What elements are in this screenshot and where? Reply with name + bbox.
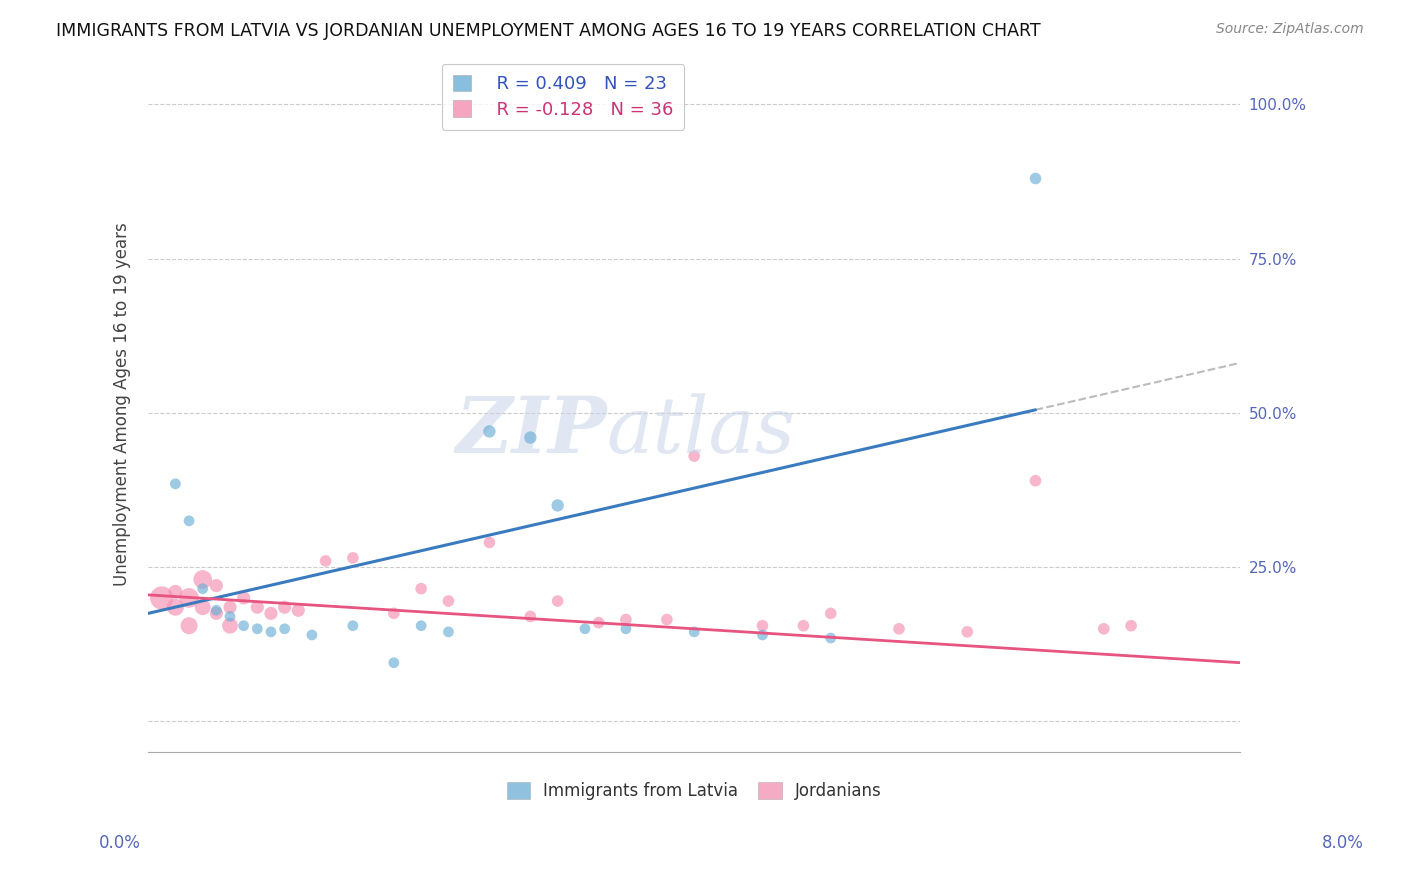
Point xyxy=(165,476,187,491)
Point xyxy=(588,615,610,630)
Point xyxy=(232,591,254,605)
Point xyxy=(165,600,187,615)
Point xyxy=(437,624,460,639)
Point xyxy=(519,431,541,445)
Point xyxy=(219,609,242,624)
Legend: Immigrants from Latvia, Jordanians: Immigrants from Latvia, Jordanians xyxy=(501,775,889,806)
Point xyxy=(956,624,979,639)
Point xyxy=(411,618,433,632)
Point xyxy=(150,591,173,605)
Point xyxy=(751,618,773,632)
Point xyxy=(614,622,637,636)
Point xyxy=(751,628,773,642)
Point xyxy=(165,584,187,599)
Point xyxy=(205,579,228,593)
Point xyxy=(887,622,910,636)
Point xyxy=(315,554,337,568)
Point xyxy=(683,624,706,639)
Text: IMMIGRANTS FROM LATVIA VS JORDANIAN UNEMPLOYMENT AMONG AGES 16 TO 19 YEARS CORRE: IMMIGRANTS FROM LATVIA VS JORDANIAN UNEM… xyxy=(56,22,1040,40)
Point xyxy=(260,607,283,621)
Point xyxy=(273,622,295,636)
Point xyxy=(246,600,269,615)
Point xyxy=(519,609,541,624)
Point xyxy=(655,613,678,627)
Text: Source: ZipAtlas.com: Source: ZipAtlas.com xyxy=(1216,22,1364,37)
Point xyxy=(382,607,405,621)
Point xyxy=(342,618,364,632)
Point xyxy=(478,425,501,439)
Point xyxy=(287,603,309,617)
Point xyxy=(205,607,228,621)
Text: 8.0%: 8.0% xyxy=(1322,834,1364,852)
Point xyxy=(820,631,842,645)
Point xyxy=(574,622,596,636)
Point xyxy=(191,600,214,615)
Text: ZIP: ZIP xyxy=(456,393,607,470)
Point xyxy=(301,628,323,642)
Point xyxy=(177,591,200,605)
Y-axis label: Unemployment Among Ages 16 to 19 years: Unemployment Among Ages 16 to 19 years xyxy=(114,222,131,585)
Point xyxy=(205,603,228,617)
Point xyxy=(177,514,200,528)
Point xyxy=(219,600,242,615)
Point xyxy=(191,582,214,596)
Point xyxy=(1119,618,1142,632)
Text: atlas: atlas xyxy=(607,393,796,470)
Point xyxy=(232,618,254,632)
Point xyxy=(273,600,295,615)
Point xyxy=(1024,171,1046,186)
Point xyxy=(437,594,460,608)
Point xyxy=(191,573,214,587)
Point xyxy=(547,499,569,513)
Point xyxy=(246,622,269,636)
Point xyxy=(1092,622,1115,636)
Point xyxy=(547,594,569,608)
Point xyxy=(478,535,501,549)
Text: 0.0%: 0.0% xyxy=(98,834,141,852)
Point xyxy=(342,550,364,565)
Point xyxy=(382,656,405,670)
Point xyxy=(411,582,433,596)
Point xyxy=(683,449,706,463)
Point xyxy=(219,618,242,632)
Point xyxy=(792,618,814,632)
Point xyxy=(260,624,283,639)
Point xyxy=(820,607,842,621)
Point xyxy=(614,613,637,627)
Point xyxy=(1024,474,1046,488)
Point xyxy=(177,618,200,632)
